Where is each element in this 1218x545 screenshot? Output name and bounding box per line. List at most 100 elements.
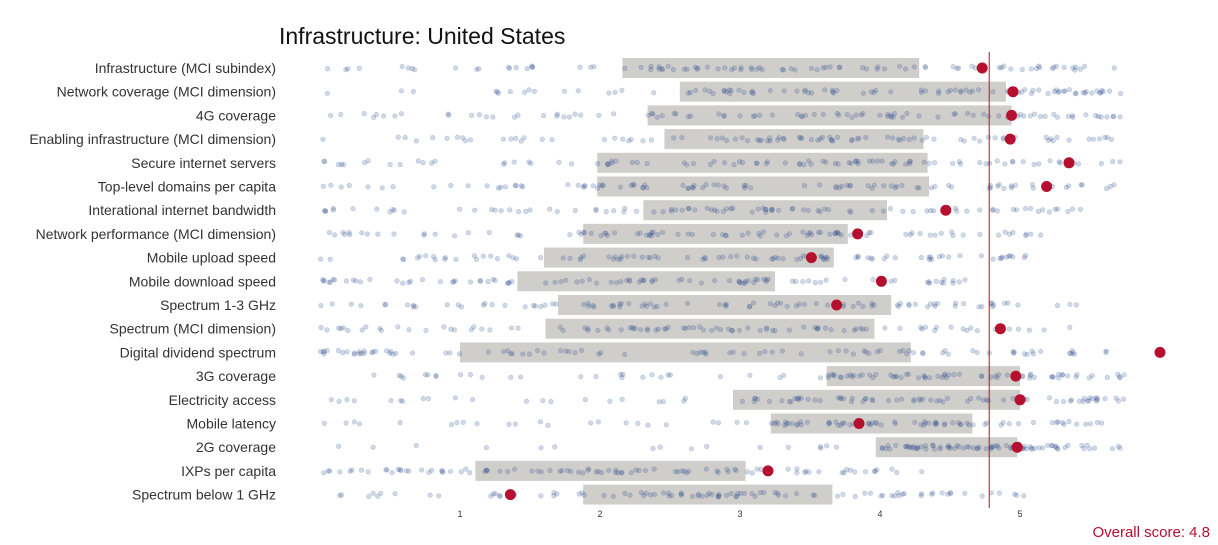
- country-point: [837, 64, 843, 70]
- country-point: [1103, 348, 1109, 354]
- row-label-13: 3G coverage: [196, 368, 276, 384]
- country-point: [882, 325, 888, 331]
- country-point: [388, 397, 394, 404]
- country-point: [918, 87, 925, 93]
- country-point: [941, 276, 947, 283]
- country-point: [918, 493, 924, 499]
- country-point: [826, 420, 833, 426]
- country-point: [774, 232, 780, 238]
- country-point: [831, 373, 837, 379]
- country-point: [702, 255, 708, 261]
- country-point: [647, 301, 654, 307]
- country-point: [983, 161, 989, 167]
- country-point: [815, 325, 821, 331]
- country-point: [480, 253, 486, 259]
- country-point: [817, 209, 823, 215]
- country-point: [857, 325, 864, 331]
- country-point: [639, 254, 646, 260]
- country-point: [741, 183, 747, 189]
- country-point: [1079, 442, 1085, 449]
- country-point: [410, 304, 416, 310]
- country-point: [766, 398, 773, 405]
- country-point: [608, 303, 614, 309]
- country-point: [888, 372, 894, 378]
- country-point: [401, 256, 407, 263]
- country-point: [1023, 446, 1030, 452]
- country-point: [467, 137, 474, 143]
- country-point: [700, 184, 706, 191]
- country-point: [436, 493, 442, 499]
- country-point: [524, 66, 530, 72]
- country-point: [952, 445, 958, 451]
- country-point: [590, 303, 596, 309]
- x-tick-4: 5: [1017, 509, 1022, 519]
- iqr-box-13: [826, 366, 1020, 387]
- country-point: [588, 230, 594, 236]
- country-point: [1094, 88, 1100, 94]
- country-point: [1103, 185, 1110, 192]
- country-point: [693, 87, 699, 93]
- country-point: [575, 88, 581, 94]
- country-point: [808, 161, 814, 167]
- country-point: [552, 279, 558, 285]
- country-point: [983, 446, 989, 452]
- country-point: [390, 351, 396, 357]
- country-point: [1082, 90, 1088, 96]
- country-point: [836, 185, 843, 191]
- country-point: [1006, 253, 1012, 259]
- country-point: [1054, 303, 1061, 309]
- country-point: [922, 324, 929, 330]
- country-point: [834, 110, 840, 117]
- country-point: [710, 231, 717, 238]
- country-point: [526, 351, 533, 357]
- country-point: [877, 347, 883, 354]
- country-point: [893, 442, 899, 449]
- country-point: [396, 372, 402, 379]
- country-point: [715, 494, 721, 500]
- country-point: [739, 398, 745, 405]
- country-point: [586, 277, 593, 283]
- country-point: [760, 276, 767, 282]
- country-point: [529, 64, 536, 70]
- country-point: [572, 207, 578, 214]
- country-point: [978, 373, 985, 380]
- country-point: [482, 469, 488, 475]
- country-point: [335, 161, 342, 168]
- country-point: [989, 443, 996, 450]
- country-point: [842, 276, 848, 283]
- country-point: [613, 158, 619, 164]
- country-point: [640, 184, 646, 191]
- country-point: [996, 490, 1002, 496]
- country-point: [968, 325, 974, 331]
- country-point: [347, 232, 353, 238]
- country-point: [538, 304, 544, 310]
- country-point: [838, 232, 844, 238]
- country-point: [679, 468, 685, 474]
- country-point: [419, 277, 426, 283]
- country-point: [870, 158, 876, 164]
- country-point: [944, 395, 951, 402]
- country-point: [454, 420, 460, 426]
- country-point: [1002, 229, 1008, 235]
- country-point: [321, 349, 327, 355]
- country-point: [849, 373, 855, 380]
- country-point: [795, 111, 801, 118]
- country-point: [847, 467, 853, 473]
- country-point: [799, 114, 805, 120]
- country-point: [581, 230, 587, 236]
- country-point: [745, 278, 751, 284]
- country-point: [508, 374, 514, 380]
- country-point: [559, 468, 565, 474]
- country-point: [683, 470, 690, 476]
- country-point: [567, 232, 573, 238]
- country-point: [321, 208, 328, 214]
- row-label-18: Spectrum below 1 GHz: [132, 487, 276, 503]
- country-point: [375, 493, 381, 499]
- country-point: [651, 466, 657, 472]
- country-point: [1057, 160, 1063, 166]
- country-point: [666, 493, 672, 499]
- country-point: [866, 229, 872, 236]
- country-point: [932, 327, 938, 334]
- country-point: [824, 254, 830, 260]
- country-point: [754, 277, 761, 283]
